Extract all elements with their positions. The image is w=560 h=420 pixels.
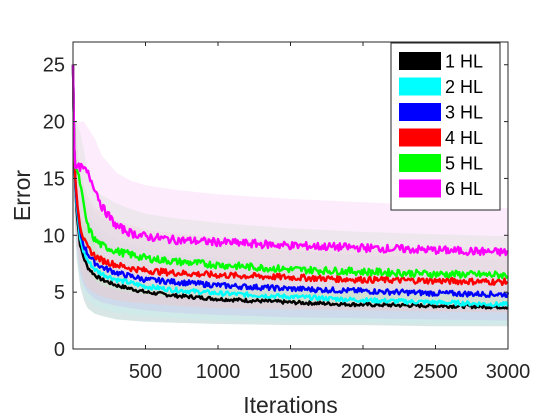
legend-swatch [399,179,441,198]
line-series-2 [71,64,510,308]
y-tick-label: 20 [43,112,65,134]
y-tick-label: 5 [54,282,65,304]
legend: 1 HL 2 HL 3 HL 4 HL 5 HL 6 HL [390,42,501,211]
band-series-2 [73,64,508,324]
x-tick-label: 3000 [486,361,531,383]
legend-entry: 6 HL [445,179,483,199]
legend-entry: 5 HL [445,154,483,174]
legend-swatch [399,154,441,172]
series-lines [71,64,510,310]
x-tick-label: 1000 [196,361,241,383]
legend-entry: 4 HL [445,128,483,148]
band-series-3 [73,64,508,321]
y-tick-label: 0 [54,339,65,361]
y-axis: 0 5 10 15 20 25 [43,55,508,361]
legend-swatch [399,128,441,147]
legend-entry: 1 HL [445,52,483,72]
y-tick-label: 25 [43,55,65,77]
x-tick-label: 1500 [268,361,313,383]
x-axis: 500 1000 1500 2000 2500 3000 [129,42,530,383]
legend-entry: 2 HL [445,77,483,97]
x-axis-title: Iterations [243,392,338,418]
line-series-4 [71,64,509,287]
x-tick-label: 2000 [341,361,386,383]
band-series-6 [73,64,508,294]
line-series-3 [71,64,510,298]
x-tick-label: 500 [129,361,162,383]
band-series-1 [73,64,508,327]
y-tick-label: 10 [43,225,65,247]
legend-swatch [399,77,441,96]
line-series-6 [71,64,509,257]
y-tick-label: 15 [43,168,65,190]
x-tick-label: 2500 [413,361,458,383]
y-axis-title: Error [9,170,35,221]
legend-entry: 3 HL [445,103,483,123]
line-series-5 [71,64,509,280]
line-series-1 [71,64,509,310]
legend-swatch [399,52,441,70]
legend-swatch [399,103,441,121]
